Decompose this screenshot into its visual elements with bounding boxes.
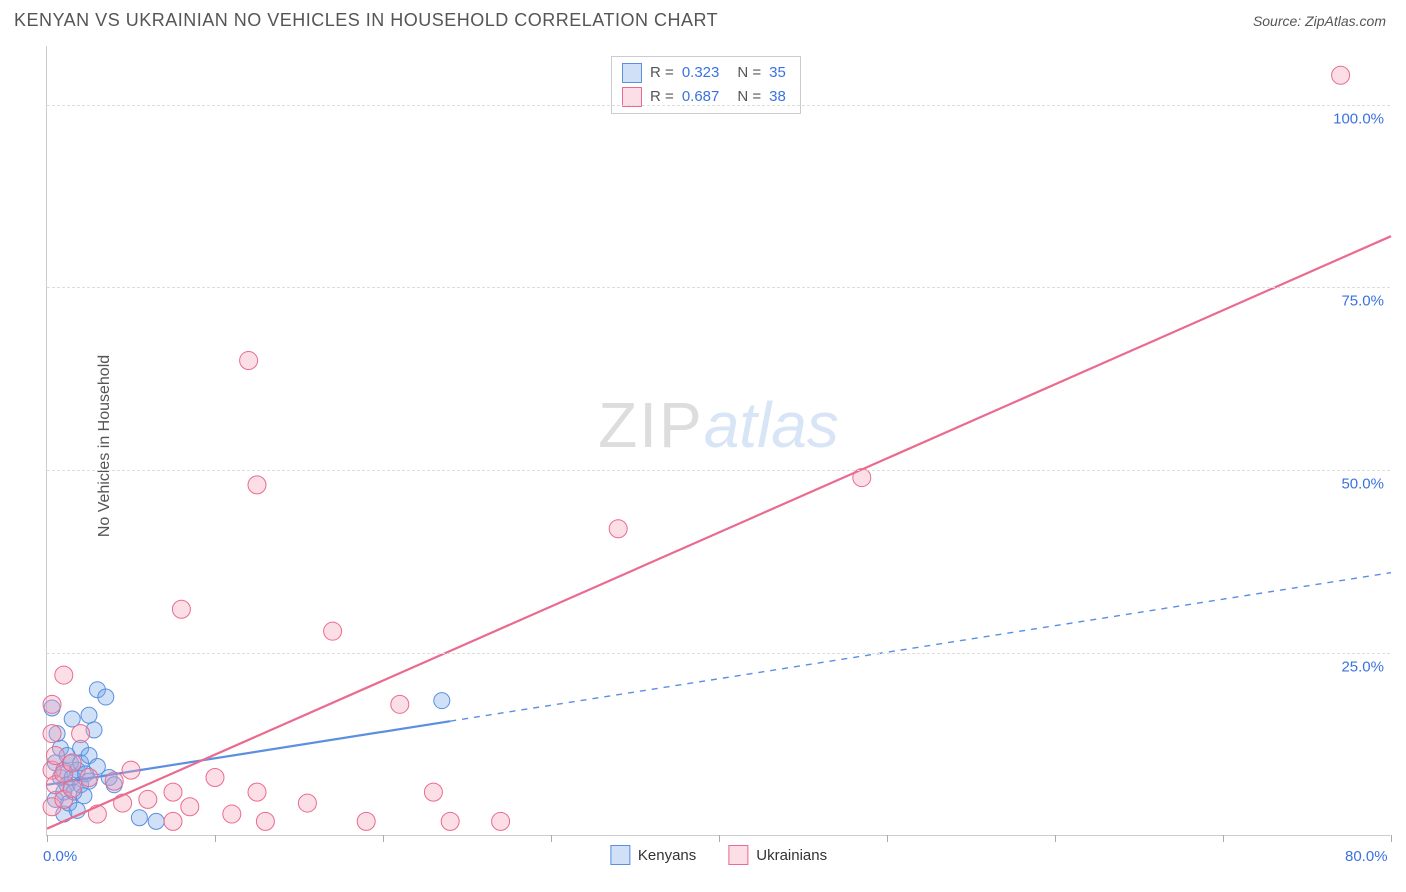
scatter-point	[88, 805, 106, 823]
scatter-point	[43, 695, 61, 713]
scatter-point	[114, 794, 132, 812]
gridline	[47, 653, 1390, 654]
scatter-point	[240, 352, 258, 370]
scatter-plot-svg	[47, 46, 1390, 835]
scatter-point	[357, 812, 375, 830]
legend-label: Kenyans	[638, 847, 696, 864]
scatter-point	[248, 476, 266, 494]
scatter-point	[105, 772, 123, 790]
scatter-point	[391, 695, 409, 713]
scatter-point	[424, 783, 442, 801]
legend-item: Kenyans	[610, 845, 696, 865]
gridline	[47, 287, 1390, 288]
y-tick-label: 100.0%	[1333, 110, 1384, 127]
y-tick-label: 25.0%	[1341, 659, 1384, 676]
y-tick-label: 75.0%	[1341, 293, 1384, 310]
scatter-point	[206, 768, 224, 786]
legend-label: Ukrainians	[756, 847, 827, 864]
stats-r-label: R =	[650, 61, 674, 85]
legend-swatch	[622, 63, 642, 83]
x-tick	[719, 835, 720, 842]
scatter-point	[324, 622, 342, 640]
stats-row: R = 0.323 N = 35	[622, 61, 786, 85]
y-tick-label: 50.0%	[1341, 476, 1384, 493]
bottom-legend: Kenyans Ukrainians	[610, 845, 827, 865]
x-tick	[887, 835, 888, 842]
scatter-point	[1332, 66, 1350, 84]
scatter-point	[63, 754, 81, 772]
stats-n-value: 35	[769, 61, 786, 85]
scatter-point	[434, 693, 450, 709]
chart-header: KENYAN VS UKRAINIAN NO VEHICLES IN HOUSE…	[0, 0, 1406, 37]
legend-item: Ukrainians	[728, 845, 827, 865]
gridline	[47, 105, 1390, 106]
scatter-point	[148, 813, 164, 829]
x-tick	[383, 835, 384, 842]
legend-swatch	[610, 845, 630, 865]
scatter-point	[441, 812, 459, 830]
scatter-point	[298, 794, 316, 812]
scatter-point	[98, 689, 114, 705]
plot-area: ZIPatlas R = 0.323N = 35R = 0.687N = 38 …	[46, 46, 1390, 836]
scatter-point	[122, 761, 140, 779]
scatter-point	[256, 812, 274, 830]
trend-line-dashed	[450, 573, 1391, 721]
x-tick	[47, 835, 48, 842]
x-tick-label: 0.0%	[43, 848, 77, 865]
scatter-point	[55, 666, 73, 684]
chart-title: KENYAN VS UKRAINIAN NO VEHICLES IN HOUSE…	[14, 10, 718, 31]
scatter-point	[609, 520, 627, 538]
scatter-point	[139, 790, 157, 808]
scatter-point	[181, 798, 199, 816]
scatter-point	[164, 812, 182, 830]
scatter-point	[248, 783, 266, 801]
scatter-point	[63, 779, 81, 797]
scatter-point	[43, 725, 61, 743]
scatter-point	[80, 768, 98, 786]
scatter-point	[164, 783, 182, 801]
trend-line	[47, 236, 1391, 829]
scatter-point	[223, 805, 241, 823]
chart-source: Source: ZipAtlas.com	[1253, 13, 1386, 29]
scatter-point	[492, 812, 510, 830]
stats-r-value: 0.323	[682, 61, 720, 85]
legend-swatch	[728, 845, 748, 865]
scatter-point	[131, 810, 147, 826]
x-tick	[551, 835, 552, 842]
scatter-point	[46, 747, 64, 765]
stats-n-label: N =	[737, 61, 761, 85]
x-tick	[1391, 835, 1392, 842]
x-tick	[1223, 835, 1224, 842]
scatter-point	[72, 725, 90, 743]
x-tick	[215, 835, 216, 842]
x-tick	[1055, 835, 1056, 842]
gridline	[47, 470, 1390, 471]
x-tick-label: 80.0%	[1345, 848, 1388, 865]
scatter-point	[81, 707, 97, 723]
scatter-point	[172, 600, 190, 618]
